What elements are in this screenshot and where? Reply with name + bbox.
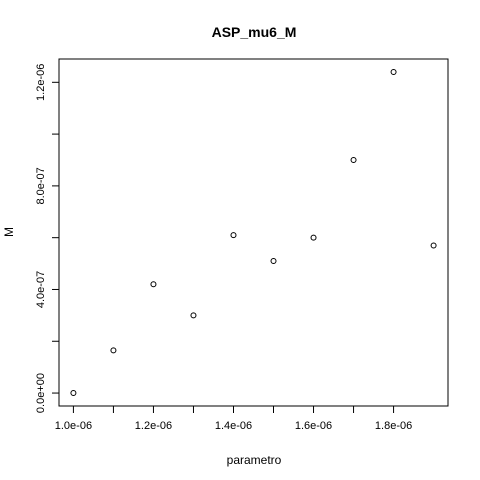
y-tick-label: 1.2e-06 xyxy=(35,64,47,101)
data-point xyxy=(150,281,157,288)
x-tick-label: 1.2e-06 xyxy=(135,420,172,432)
chart-title: ASP_mu6_M xyxy=(212,24,297,40)
y-tick-label: 4.0e-07 xyxy=(35,271,47,308)
data-point xyxy=(430,242,437,249)
y-tick-label: 0.0e+00 xyxy=(35,373,47,413)
x-axis: 1.0e-06 1.2e-06 1.4e-06 1.6e-06 1.8e-06 xyxy=(55,405,412,432)
data-point xyxy=(310,234,317,241)
y-tick-label: 8.0e-07 xyxy=(35,167,47,204)
x-tick-label: 1.6e-06 xyxy=(295,420,332,432)
data-point xyxy=(190,312,197,319)
data-point xyxy=(270,257,277,264)
x-tick-label: 1.8e-06 xyxy=(375,420,412,432)
data-point xyxy=(350,156,357,163)
x-axis-label: parametro xyxy=(227,453,282,467)
data-point xyxy=(390,68,397,75)
x-tick-label: 1.4e-06 xyxy=(215,420,252,432)
x-tick-label: 1.0e-06 xyxy=(55,420,92,432)
y-axis-label: M xyxy=(2,227,16,237)
data-point xyxy=(230,232,237,239)
data-point xyxy=(70,390,77,397)
data-point xyxy=(110,347,117,354)
data-points xyxy=(70,68,437,397)
y-axis: 0.0e+00 4.0e-07 8.0e-07 1.2e-06 xyxy=(35,64,60,413)
